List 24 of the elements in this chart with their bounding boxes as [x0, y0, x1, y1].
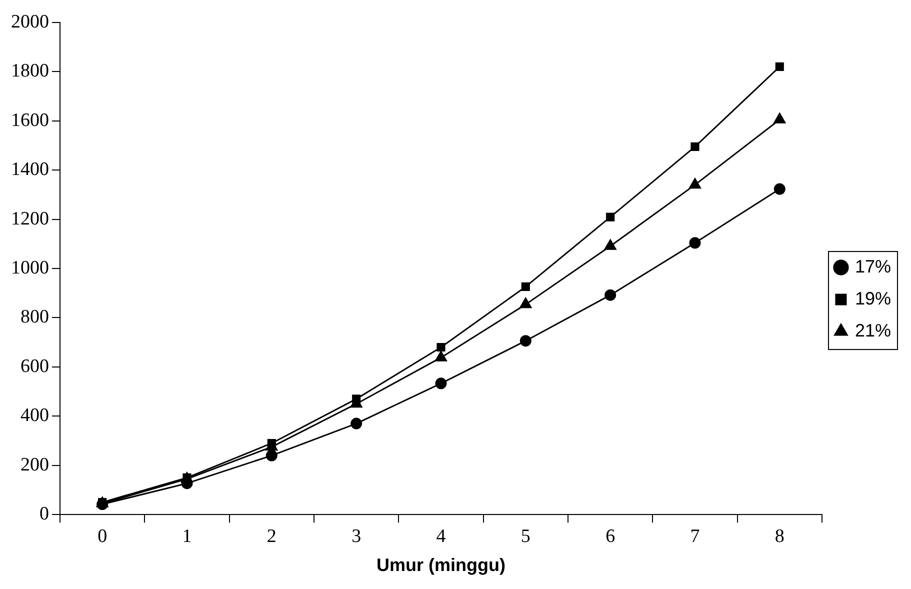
y-tick-label: 0: [40, 504, 49, 525]
x-tick-label: 2: [266, 526, 276, 547]
y-tick-label: 200: [20, 454, 49, 476]
y-tick-label: 1800: [11, 60, 49, 82]
x-tick-label: 6: [606, 526, 616, 547]
y-tick-label: 800: [20, 306, 49, 328]
legend-label: 19%: [854, 288, 892, 308]
x-tick-label: 5: [520, 526, 530, 547]
y-tick-label: 1600: [11, 110, 49, 131]
legend-label: 17%: [854, 256, 892, 276]
y-tick-label: 1400: [11, 159, 49, 180]
y-tick-label: 2000: [11, 11, 49, 32]
y-tick-label: 1200: [11, 208, 49, 230]
x-axis-title: Umur (minggu): [376, 555, 506, 576]
x-tick-label: 4: [436, 526, 446, 547]
y-tick-label: 400: [20, 405, 49, 426]
x-tick-label: 3: [352, 526, 362, 547]
x-tick-label: 8: [774, 526, 784, 547]
x-tick-label: 0: [98, 526, 108, 547]
x-tick-label: 1: [182, 526, 192, 547]
x-tick-label: 7: [690, 526, 700, 547]
legend-label: 21%: [854, 320, 892, 340]
y-tick-label: 1000: [11, 257, 49, 278]
y-tick-label: 600: [20, 356, 49, 377]
